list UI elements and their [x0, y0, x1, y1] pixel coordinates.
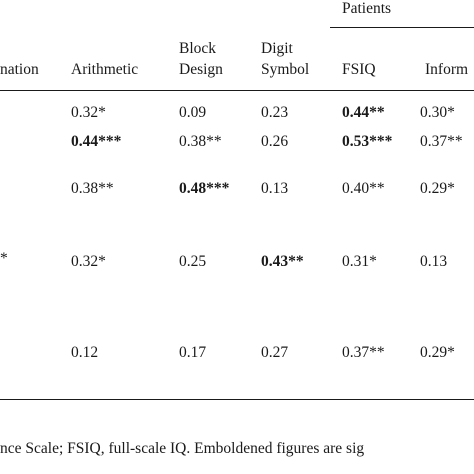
cell-r3-fsiq: 0.40** — [342, 180, 385, 197]
header-block-design-line2: Design — [179, 61, 223, 78]
cell-r5-block-design: 0.17 — [179, 344, 207, 361]
header-fsiq: FSIQ — [342, 61, 376, 78]
cell-r3-block-design: 0.48*** — [179, 180, 230, 197]
cell-r3-arithmetic: 0.38** — [71, 180, 114, 197]
table-footnote: nce Scale; FSIQ, full-scale IQ. Embolden… — [0, 440, 365, 457]
cell-r3-digit-symbol: 0.13 — [261, 180, 289, 197]
cell-r2-arithmetic: 0.44*** — [71, 133, 122, 150]
patients-group-header: Patients — [342, 0, 392, 17]
patients-group-rule — [330, 27, 474, 28]
header-information-partial: nation — [0, 61, 39, 78]
cell-r2-digit-symbol: 0.26 — [261, 133, 289, 150]
cell-r5-arithmetic: 0.12 — [71, 344, 99, 361]
cell-r4-arithmetic: 0.32* — [71, 253, 106, 270]
cell-r2-information: 0.37** — [420, 133, 463, 150]
cell-r3-information: 0.29* — [420, 180, 455, 197]
header-bottom-rule — [0, 90, 474, 91]
cell-r5-digit-symbol: 0.27 — [261, 344, 289, 361]
cell-r1-arithmetic: 0.32* — [71, 104, 106, 121]
cell-r4-fsiq: 0.31* — [342, 253, 377, 270]
header-digit-symbol-line1: Digit — [261, 40, 293, 57]
cell-r2-block-design: 0.38** — [179, 133, 222, 150]
cell-r1-information: 0.30* — [420, 104, 455, 121]
cell-r5-information: 0.29* — [420, 344, 455, 361]
header-arithmetic: Arithmetic — [71, 61, 139, 78]
cell-r1-fsiq: 0.44** — [342, 104, 385, 121]
cell-r2-fsiq: 0.53*** — [342, 133, 393, 150]
cell-r4-block-design: 0.25 — [179, 253, 207, 270]
cell-r4-digit-symbol: 0.43** — [261, 253, 304, 270]
table-bottom-rule — [0, 399, 474, 400]
row-label-fragment: * — [0, 250, 8, 267]
header-digit-symbol-line2: Symbol — [261, 61, 310, 78]
cell-r4-information: 0.13 — [420, 253, 448, 270]
cell-r5-fsiq: 0.37** — [342, 344, 385, 361]
cell-r1-digit-symbol: 0.23 — [261, 104, 289, 121]
cell-r1-block-design: 0.09 — [179, 104, 207, 121]
header-block-design-line1: Block — [179, 40, 217, 57]
header-information-right-partial: Inform — [425, 61, 469, 78]
